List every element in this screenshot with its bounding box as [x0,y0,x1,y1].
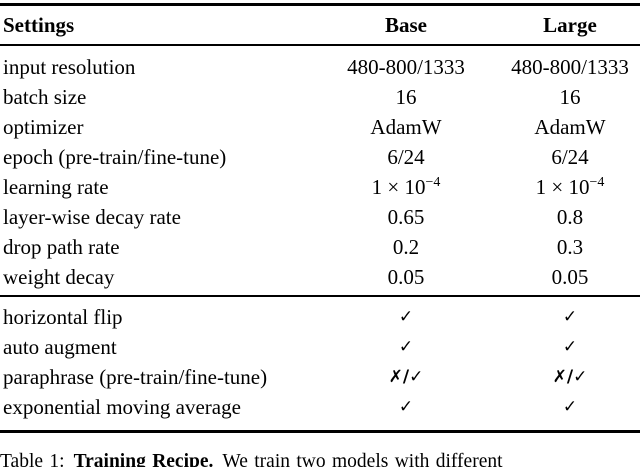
row-label: optimizer [3,114,84,139]
hyperparameters-section: input resolution 480-800/1333 480-800/13… [0,52,640,292]
table-mid-rule [0,295,640,297]
large-value: 1 × 10−4 [500,175,640,200]
row-label: input resolution [3,54,136,79]
base-value: AdamW [370,114,442,139]
large-value: 16 [559,84,581,109]
table-header-rule [0,44,640,46]
lr-mantissa: 1 × 10 [535,174,590,199]
caption-text: We train two models with different [222,451,503,467]
cross-check-icon: ✗/✓ [552,367,588,387]
checkmark-icon: ✓ [562,337,578,357]
checkmark-icon: ✓ [562,307,578,327]
table-row-auto-augment: auto augment ✓ ✓ [0,332,640,362]
row-label: epoch (pre-train/fine-tune) [3,144,227,169]
table-row-input-resolution: input resolution 480-800/1333 480-800/13… [0,52,640,82]
table-row-paraphrase: paraphrase (pre-train/fine-tune) ✗/✓ ✗/✓ [0,362,640,392]
base-value: 0.65 [387,204,425,229]
large-value: 0.8 [556,204,584,229]
large-value: AdamW [534,114,606,139]
large-value: 0.05 [551,264,589,289]
cross-check-icon: ✗/✓ [388,367,424,387]
checkmark-icon: ✓ [398,337,414,357]
table-row-weight-decay: weight decay 0.05 0.05 [0,262,640,292]
row-label: horizontal flip [3,304,123,329]
table-row-drop-path-rate: drop path rate 0.2 0.3 [0,232,640,262]
header-settings: Settings [3,12,75,37]
row-label: learning rate [3,174,109,199]
large-value: 6/24 [551,144,589,169]
table-row-ema: exponential moving average ✓ ✓ [0,392,640,422]
table-row-epoch: epoch (pre-train/fine-tune) 6/24 6/24 [0,142,640,172]
base-value: 16 [395,84,417,109]
base-value: 1 × 10−4 [312,175,500,200]
row-label: paraphrase (pre-train/fine-tune) [3,364,268,389]
table-top-rule [0,3,640,6]
row-label: layer-wise decay rate [3,204,181,229]
row-label: exponential moving average [3,394,241,419]
row-label: auto augment [3,334,117,359]
row-label: weight decay [3,264,115,289]
table-row-layer-wise-decay: layer-wise decay rate 0.65 0.8 [0,202,640,232]
checkmark-icon: ✓ [562,397,578,417]
table-bottom-rule [0,430,640,433]
large-value: 480-800/1333 [511,54,629,79]
lr-exponent: −4 [589,174,605,190]
checkmark-icon: ✓ [398,397,414,417]
table-row-optimizer: optimizer AdamW AdamW [0,112,640,142]
header-base: Base [385,12,427,37]
caption-title: Training Recipe. [73,451,214,467]
caption-number: Table 1: [0,451,65,467]
row-label: drop path rate [3,234,120,259]
table-caption: Table 1: Training Recipe. We train two mod… [0,451,640,467]
augmentations-section: horizontal flip ✓ ✓ auto augment ✓ ✓ par… [0,302,640,422]
header-large: Large [543,12,597,37]
base-value: 0.05 [387,264,425,289]
base-value: 480-800/1333 [347,54,465,79]
table-header-row: Settings Base Large [0,6,640,44]
lr-exponent: −4 [425,174,441,190]
base-value: 6/24 [387,144,425,169]
table-row-learning-rate: learning rate 1 × 10−4 1 × 10−4 [0,172,640,202]
large-value: 0.3 [556,234,584,259]
table-row-batch-size: batch size 16 16 [0,82,640,112]
lr-mantissa: 1 × 10 [371,174,426,199]
row-label: batch size [3,84,87,109]
table-row-horizontal-flip: horizontal flip ✓ ✓ [0,302,640,332]
checkmark-icon: ✓ [398,307,414,327]
base-value: 0.2 [392,234,420,259]
